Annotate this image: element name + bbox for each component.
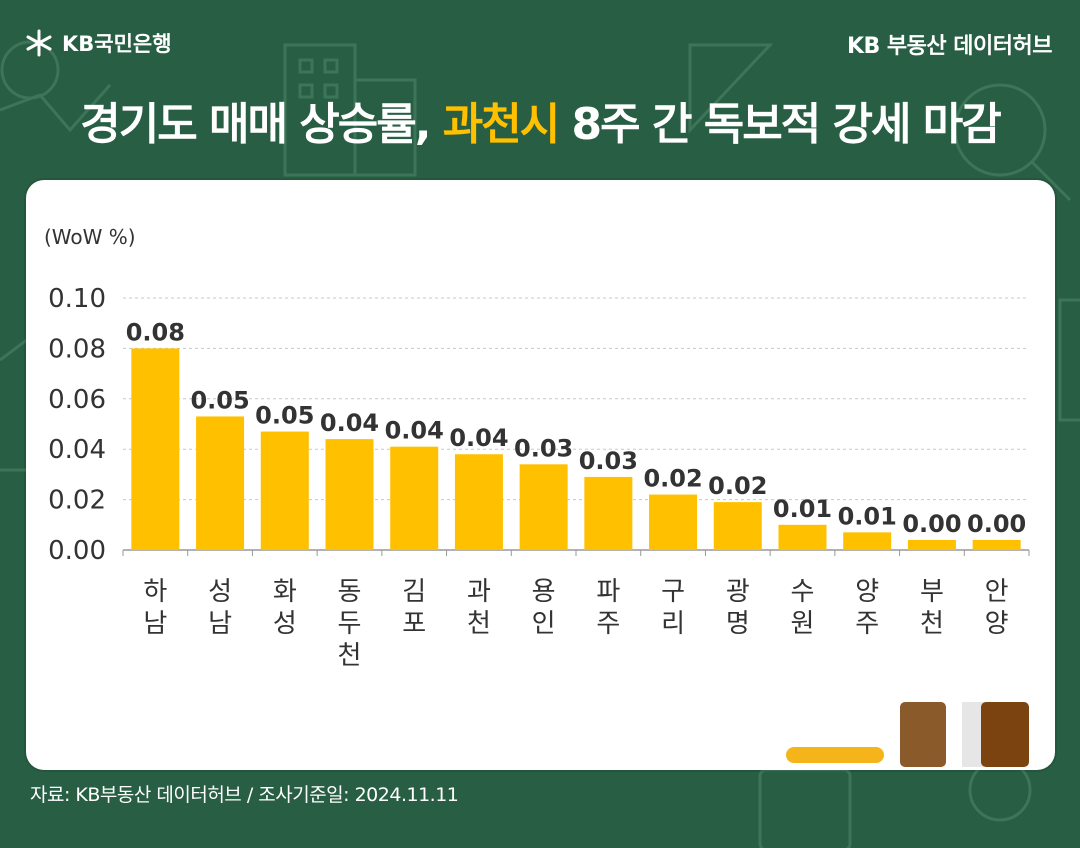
y-unit-label: (WoW %) xyxy=(44,225,136,249)
data-label: 0.01 xyxy=(838,502,897,530)
bar xyxy=(454,454,503,550)
bar xyxy=(972,539,1021,550)
decorative-book-icon xyxy=(900,702,946,767)
title-highlight: 과천시 xyxy=(442,99,560,150)
source-note: 자료: KB부동산 데이터허브 / 조사기준일: 2024.11.11 xyxy=(30,784,459,806)
data-label: 0.00 xyxy=(902,510,961,538)
data-label: 0.04 xyxy=(449,424,508,452)
page-title: 경기도 매매 상승률, 과천시 8주 간 독보적 강세 마감 xyxy=(0,88,1080,152)
data-label: 0.02 xyxy=(643,465,702,493)
bar xyxy=(390,446,439,550)
decorative-book-icon xyxy=(981,702,1029,767)
y-tick-label: 0.08 xyxy=(48,334,106,364)
bar xyxy=(907,539,956,550)
data-label: 0.03 xyxy=(579,447,638,475)
data-label: 0.01 xyxy=(773,495,832,523)
data-label: 0.04 xyxy=(385,417,444,445)
kb-bank-logo: KB국민은행 xyxy=(24,28,172,58)
data-label: 0.02 xyxy=(708,472,767,500)
y-tick-label: 0.04 xyxy=(48,435,106,465)
bar xyxy=(260,431,309,550)
data-label: 0.03 xyxy=(514,434,573,462)
y-tick-label: 0.00 xyxy=(48,536,106,566)
bar xyxy=(584,476,633,550)
data-label: 0.05 xyxy=(190,386,249,414)
bar-chart: (WoW %) 0.00 0.02 0.04 0.06 0.08 0.10 0.08 하 남 0.0… xyxy=(44,225,1030,767)
y-tick-label: 0.02 xyxy=(48,486,106,516)
bar xyxy=(649,494,698,550)
data-label: 0.08 xyxy=(126,318,185,346)
bar xyxy=(325,439,374,550)
bar xyxy=(519,464,568,550)
y-tick-label: 0.06 xyxy=(48,385,106,415)
bar xyxy=(196,416,245,550)
kb-star-icon xyxy=(26,29,52,57)
y-tick-label: 0.10 xyxy=(48,284,106,314)
data-label: 0.04 xyxy=(320,409,379,437)
decorative-book-icon xyxy=(962,702,984,767)
chart-card: (WoW %) 0.00 0.02 0.04 0.06 0.08 0.10 0.08 하 남 0.0… xyxy=(26,180,1055,770)
bar xyxy=(131,348,180,550)
title-part2: 8주 간 독보적 강세 마감 xyxy=(558,99,1002,150)
hub-brand-text: KB 부동산 데이터허브 xyxy=(846,34,1053,59)
bank-logo-text: KB국민은행 xyxy=(62,32,172,56)
bar xyxy=(713,502,762,550)
title-part1: 경기도 매매 상승률, xyxy=(80,99,443,150)
bar xyxy=(778,524,827,550)
bar xyxy=(843,532,892,550)
decorative-pencil-icon xyxy=(786,747,884,763)
data-label: 0.05 xyxy=(255,402,314,430)
data-label: 0.00 xyxy=(967,510,1026,538)
